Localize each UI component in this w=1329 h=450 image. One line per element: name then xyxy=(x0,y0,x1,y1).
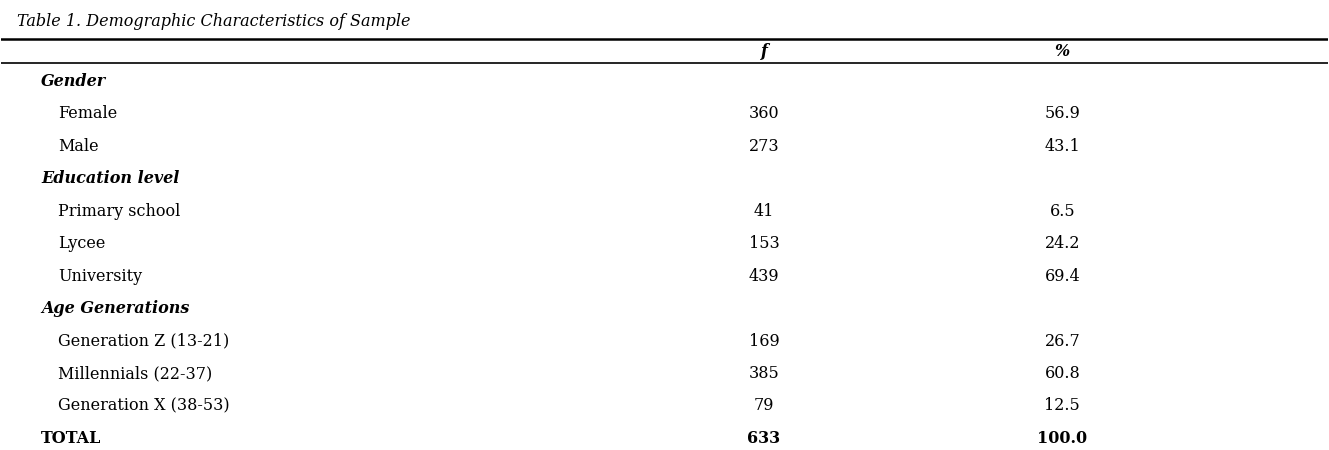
Text: 6.5: 6.5 xyxy=(1050,202,1075,220)
Text: 24.2: 24.2 xyxy=(1045,235,1080,252)
Text: 41: 41 xyxy=(754,202,775,220)
Text: Generation Z (13-21): Generation Z (13-21) xyxy=(58,333,230,350)
Text: Gender: Gender xyxy=(41,73,106,90)
Text: Male: Male xyxy=(58,138,100,155)
Text: Table 1. Demographic Characteristics of Sample: Table 1. Demographic Characteristics of … xyxy=(17,14,411,31)
Text: Primary school: Primary school xyxy=(58,202,181,220)
Text: f: f xyxy=(760,43,767,60)
Text: Lycee: Lycee xyxy=(58,235,106,252)
Text: Education level: Education level xyxy=(41,170,179,187)
Text: 100.0: 100.0 xyxy=(1038,430,1087,447)
Text: 56.9: 56.9 xyxy=(1045,105,1080,122)
Text: Generation X (38-53): Generation X (38-53) xyxy=(58,397,230,414)
Text: 60.8: 60.8 xyxy=(1045,365,1080,382)
Text: Millennials (22-37): Millennials (22-37) xyxy=(58,365,213,382)
Text: %: % xyxy=(1055,43,1070,60)
Text: University: University xyxy=(58,268,142,284)
Text: 633: 633 xyxy=(747,430,780,447)
Text: 69.4: 69.4 xyxy=(1045,268,1080,284)
Text: 153: 153 xyxy=(748,235,779,252)
Text: 273: 273 xyxy=(748,138,779,155)
Text: 79: 79 xyxy=(754,397,775,414)
Text: 385: 385 xyxy=(748,365,779,382)
Text: 12.5: 12.5 xyxy=(1045,397,1080,414)
Text: Age Generations: Age Generations xyxy=(41,300,190,317)
Text: 26.7: 26.7 xyxy=(1045,333,1080,350)
Text: 439: 439 xyxy=(748,268,779,284)
Text: 169: 169 xyxy=(748,333,779,350)
Text: 43.1: 43.1 xyxy=(1045,138,1080,155)
Text: 360: 360 xyxy=(748,105,779,122)
Text: Female: Female xyxy=(58,105,118,122)
Text: TOTAL: TOTAL xyxy=(41,430,101,447)
